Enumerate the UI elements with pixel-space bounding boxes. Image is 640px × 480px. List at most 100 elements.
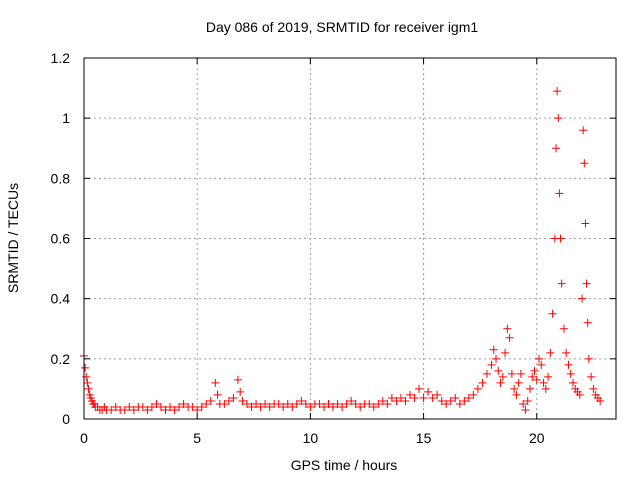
data-point — [161, 405, 170, 414]
data-point — [487, 360, 496, 369]
x-tick-label: 15 — [416, 430, 432, 446]
data-point — [329, 402, 338, 411]
data-point — [559, 324, 568, 333]
data-point — [523, 396, 532, 405]
data-point — [579, 126, 588, 135]
data-point — [338, 402, 347, 411]
data-point — [83, 378, 92, 387]
data-point — [242, 399, 251, 408]
data-points — [80, 87, 605, 414]
data-point — [555, 189, 564, 198]
data-point — [125, 402, 134, 411]
data-point — [188, 402, 197, 411]
data-point — [324, 399, 333, 408]
data-point — [297, 396, 306, 405]
data-point — [496, 378, 505, 387]
data-point — [554, 114, 563, 123]
data-point — [501, 348, 510, 357]
y-tick-label: 0.2 — [51, 351, 71, 367]
data-point — [589, 384, 598, 393]
y-axis-label: SRMTID / TECUs — [5, 183, 21, 293]
data-point — [446, 396, 455, 405]
data-point — [236, 387, 245, 396]
data-point — [514, 378, 523, 387]
data-point — [424, 387, 433, 396]
data-point — [455, 399, 464, 408]
data-point — [546, 348, 555, 357]
data-point — [583, 318, 592, 327]
data-point — [494, 366, 503, 375]
data-point — [532, 375, 541, 384]
data-point — [401, 396, 410, 405]
data-point — [451, 393, 460, 402]
data-point — [229, 393, 238, 402]
data-point — [213, 390, 222, 399]
data-point — [220, 399, 229, 408]
data-point — [156, 402, 165, 411]
data-point — [252, 399, 261, 408]
data-point — [553, 87, 562, 96]
data-point — [283, 399, 292, 408]
data-point — [556, 234, 565, 243]
data-point — [166, 402, 175, 411]
data-point — [301, 399, 310, 408]
data-point — [537, 360, 546, 369]
grid-lines — [84, 58, 616, 419]
data-point — [584, 354, 593, 363]
plot-frame — [83, 57, 617, 420]
data-point — [292, 399, 301, 408]
data-point — [383, 399, 392, 408]
data-point — [473, 384, 482, 393]
data-point — [528, 372, 537, 381]
x-tick-label: 20 — [529, 430, 545, 446]
data-point — [498, 372, 507, 381]
data-point — [356, 402, 365, 411]
data-point — [347, 396, 356, 405]
data-point — [541, 384, 550, 393]
data-point — [492, 354, 501, 363]
data-point — [482, 369, 491, 378]
data-point — [433, 390, 442, 399]
chart-title: Day 086 of 2019, SRMTID for receiver igm… — [206, 19, 479, 35]
y-tick-label: 1 — [62, 110, 70, 126]
data-point — [261, 399, 270, 408]
y-tick-label: 0.6 — [51, 231, 71, 247]
data-point — [469, 390, 478, 399]
data-point — [539, 378, 548, 387]
data-point — [224, 396, 233, 405]
data-point — [464, 393, 473, 402]
data-point — [582, 279, 591, 288]
data-point — [557, 279, 566, 288]
y-tick-label: 1.2 — [51, 50, 71, 66]
data-point — [365, 399, 374, 408]
x-tick-label: 10 — [303, 430, 319, 446]
data-point — [129, 405, 138, 414]
data-point — [138, 402, 147, 411]
data-point — [333, 399, 342, 408]
y-tick-label: 0 — [62, 411, 70, 427]
data-point — [84, 384, 93, 393]
data-point — [460, 396, 469, 405]
data-point — [503, 324, 512, 333]
data-point — [437, 396, 446, 405]
data-point — [288, 402, 297, 411]
data-point — [369, 402, 378, 411]
data-point — [306, 402, 315, 411]
data-point — [512, 390, 521, 399]
x-axis-label: GPS time / hours — [291, 457, 398, 473]
y-tick-label: 0.4 — [51, 291, 71, 307]
data-point — [505, 333, 514, 342]
data-point — [319, 402, 328, 411]
data-point — [552, 144, 561, 153]
data-point — [581, 219, 590, 228]
data-point — [428, 393, 437, 402]
data-point — [342, 399, 351, 408]
data-point — [247, 402, 256, 411]
data-point — [516, 369, 525, 378]
data-point — [396, 393, 405, 402]
data-point — [419, 393, 428, 402]
data-point — [519, 399, 528, 408]
data-point — [197, 402, 206, 411]
data-point — [489, 345, 498, 354]
data-point — [107, 405, 116, 414]
